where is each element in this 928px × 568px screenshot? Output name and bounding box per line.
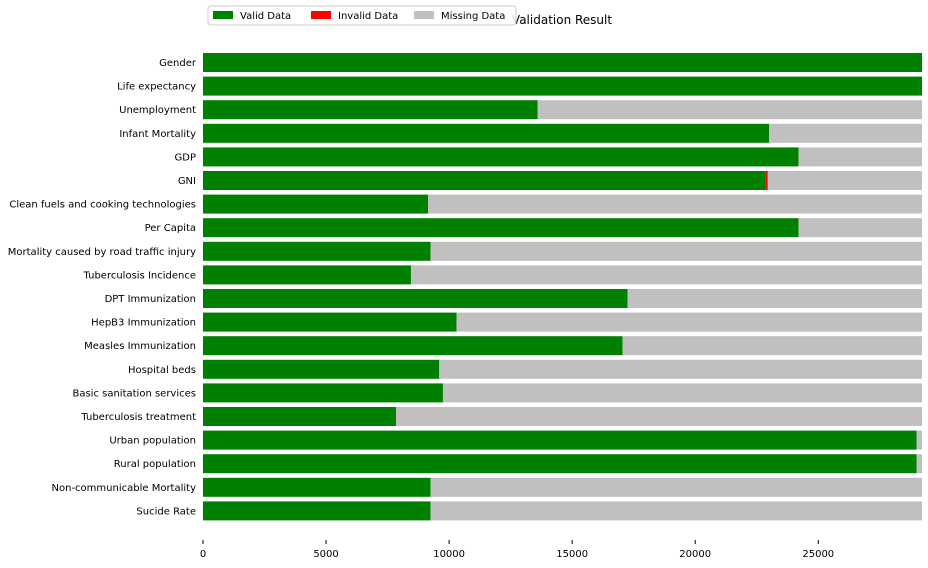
bar-valid-data-gni (203, 171, 766, 190)
category-label: Unemployment (119, 105, 196, 116)
category-label: Rural population (114, 459, 196, 470)
category-label: Infant Mortality (119, 129, 196, 140)
bar-missing-data-rural-population (916, 454, 922, 474)
category-label: Gender (159, 58, 197, 69)
legend-label-valid-data: Valid Data (240, 11, 291, 22)
bar-missing-data-tuberculosis-treatment (396, 407, 922, 426)
category-label: Mortality caused by road traffic injury (8, 247, 196, 258)
category-label: Tuberculosis treatment (80, 412, 196, 423)
bar-valid-data-tuberculosis-incidence (203, 265, 411, 285)
category-label: GDP (175, 152, 196, 163)
bar-valid-data-hepb3-immunization (203, 312, 457, 332)
x-tick-label: 0 (200, 549, 206, 560)
legend-box (207, 5, 517, 26)
bar-missing-data-basic-sanitation-services (442, 383, 922, 403)
bar-missing-data-clean-fuels-and-cooking-technologies (428, 194, 922, 214)
bar-valid-data-tuberculosis-treatment (203, 407, 397, 426)
bar-missing-data-tuberculosis-incidence (410, 265, 922, 285)
bar-valid-data-measles-immunization (203, 336, 623, 356)
bar-missing-data-mortality-caused-by-road-traffic-injury (430, 241, 922, 261)
category-label: Tuberculosis Incidence (83, 270, 196, 281)
bar-valid-data-gender (203, 53, 922, 72)
bar-valid-data-life-expectancy (203, 76, 922, 96)
category-label: Per Capita (145, 223, 196, 234)
bar-missing-data-per-capita (798, 218, 922, 238)
category-label: GNI (178, 176, 196, 187)
bar-missing-data-hepb3-immunization (456, 312, 922, 332)
bar-missing-data-gni (767, 171, 922, 190)
category-label: Sucide Rate (136, 506, 196, 517)
bar-missing-data-gdp (798, 147, 922, 167)
category-label: Basic sanitation services (72, 388, 196, 399)
x-tick-label: 5000 (313, 549, 338, 560)
bar-valid-data-gdp (203, 147, 799, 167)
legend-swatch-invalid-data (311, 11, 331, 19)
chart-title: Validation Result (512, 13, 612, 27)
category-label: Life expectancy (117, 82, 196, 93)
bar-valid-data-non-communicable-mortality (203, 477, 431, 497)
bar-invalid-data-gni (765, 171, 768, 190)
legend: Valid Data Invalid Data Missing Data (207, 5, 517, 26)
legend-swatch-valid-data (213, 11, 233, 19)
bar-valid-data-unemployment (203, 100, 538, 120)
x-axis: 0 5000 10000 15000 20000 25000 (200, 540, 834, 560)
legend-label-missing-data: Missing Data (441, 11, 505, 22)
bar-missing-data-dpt-immunization (627, 289, 922, 308)
x-tick-label: 15000 (556, 549, 588, 560)
bar-valid-data-per-capita (203, 218, 799, 238)
bar-missing-data-infant-mortality (769, 123, 922, 143)
category-label: Hospital beds (128, 365, 196, 376)
bar-missing-data-sucide-rate (430, 501, 922, 521)
category-label: Non-communicable Mortality (52, 483, 197, 494)
x-tick-label: 20000 (679, 549, 711, 560)
bar-valid-data-hospital-beds (203, 359, 440, 379)
bar-valid-data-clean-fuels-and-cooking-technologies (203, 194, 429, 214)
bar-valid-data-basic-sanitation-services (203, 383, 443, 403)
bar-valid-data-dpt-immunization (203, 289, 628, 308)
legend-swatch-missing-data (414, 11, 434, 19)
bar-missing-data-urban-population (916, 430, 922, 450)
category-label: HepB3 Immunization (91, 318, 196, 329)
bar-valid-data-sucide-rate (203, 501, 431, 521)
category-label: Measles Immunization (84, 341, 196, 352)
bar-missing-data-hospital-beds (439, 359, 922, 379)
bar-missing-data-non-communicable-mortality (430, 477, 922, 497)
bar-valid-data-infant-mortality (203, 123, 770, 143)
bar-valid-data-urban-population (203, 430, 917, 450)
x-tick-label: 10000 (433, 549, 465, 560)
category-label: Urban population (109, 436, 196, 447)
category-label: Clean fuels and cooking technologies (9, 200, 196, 211)
bar-valid-data-rural-population (203, 454, 917, 474)
category-labels: Gender Life expectancy Unemployment Infant … (8, 58, 197, 517)
bars-group (203, 53, 922, 521)
bar-valid-data-mortality-caused-by-road-traffic-injury (203, 241, 431, 261)
legend-label-invalid-data: Invalid Data (338, 11, 398, 22)
bar-missing-data-measles-immunization (622, 336, 922, 356)
x-tick-label: 25000 (802, 549, 834, 560)
category-label: DPT Immunization (105, 294, 196, 305)
bar-missing-data-unemployment (537, 100, 922, 120)
